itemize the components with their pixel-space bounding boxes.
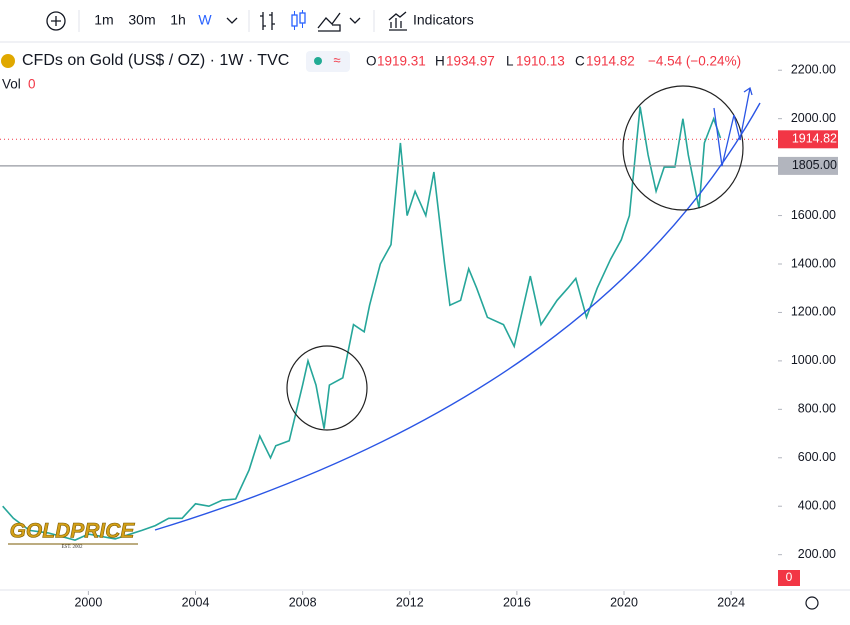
indicators-button[interactable]: Indicators [413, 12, 474, 28]
volume-value: 0 [28, 77, 36, 92]
ohlc-label: H [435, 54, 445, 69]
symbol-title[interactable]: CFDs on Gold (US$ / OZ) · 1W · TVC [22, 52, 289, 69]
circle-annotation [622, 85, 744, 211]
volume-badge-value: 0 [786, 570, 793, 584]
ohlc-value: 1934.97 [446, 54, 495, 69]
y-tick-label: 2200.00 [791, 63, 836, 77]
logo-text: GOLDPRICE [10, 520, 136, 543]
volume-badge [778, 570, 800, 586]
price-label-box [778, 156, 838, 175]
interval-dropdown[interactable] [226, 17, 238, 24]
y-tick-label: 1200.00 [791, 305, 836, 319]
ohlc-label: C [575, 54, 585, 69]
y-tick-label: 200.00 [798, 547, 836, 561]
y-tick-label: 800.00 [798, 402, 836, 416]
logo: GOLDPRICE EST. 2002 [8, 519, 138, 550]
interval-button[interactable]: 30m [128, 12, 155, 28]
y-tick-label: 600.00 [798, 450, 836, 464]
interval-button-active[interactable]: W [198, 12, 212, 28]
volume-label: Vol [2, 77, 21, 92]
price-label: 1914.82 [792, 132, 837, 146]
y-tick-label: 1400.00 [791, 256, 836, 270]
add-symbol-button[interactable] [46, 11, 66, 31]
ohlc-value: 1910.13 [516, 54, 565, 69]
candles-style-button[interactable] [291, 10, 306, 30]
market-status [314, 57, 322, 65]
bars-style-button[interactable] [260, 12, 275, 30]
toolbar [0, 0, 850, 42]
status-badge [306, 51, 350, 72]
style-dropdown[interactable] [349, 17, 361, 24]
x-tick-label: 2008 [289, 595, 317, 609]
add-icon [51, 16, 61, 26]
x-tick-label: 2004 [182, 595, 210, 609]
indicators-icon[interactable] [388, 11, 407, 31]
y-tick-label: 2000.00 [791, 111, 836, 125]
interval-button[interactable]: 1m [94, 12, 113, 28]
x-tick-label: 2020 [610, 595, 638, 609]
price-line [2, 106, 722, 541]
trend-curve [154, 102, 761, 531]
circle-annotation [286, 345, 368, 431]
change-value: −4.54 (−0.24%) [648, 54, 741, 69]
area-style-button[interactable] [317, 12, 341, 32]
logo-est: EST. 2002 [61, 545, 83, 550]
symbol-icon [1, 54, 15, 68]
settings-button[interactable] [805, 596, 819, 610]
y-tick-label: 400.00 [798, 499, 836, 513]
data-status: ≈ [333, 52, 340, 67]
projection-arrow [713, 86, 753, 167]
price-label-box [778, 130, 838, 149]
ohlc-value: 1919.31 [377, 54, 426, 69]
x-tick-label: 2000 [74, 595, 102, 609]
y-tick-label: 1000.00 [791, 353, 836, 367]
x-tick-label: 2016 [503, 595, 531, 609]
ohlc-label: O [366, 54, 377, 69]
x-tick-label: 2012 [396, 595, 424, 609]
price-label: 1805.00 [792, 158, 837, 172]
ohlc-value: 1914.82 [586, 54, 635, 69]
ohlc-label: L [506, 54, 514, 69]
plot-area: 200.00 400.00 600.00 800.00 1000.00 1200.00 14… [0, 63, 838, 609]
interval-button[interactable]: 1h [170, 12, 186, 28]
x-tick-label: 2024 [717, 595, 745, 609]
y-tick-label: 1600.00 [791, 208, 836, 222]
